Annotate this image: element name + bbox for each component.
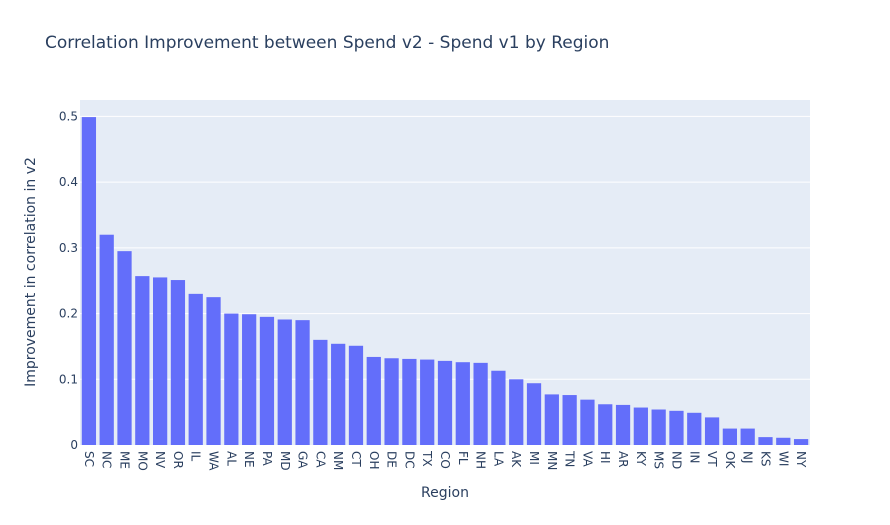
bar-de[interactable] [384, 358, 399, 445]
bar-ny[interactable] [793, 439, 809, 445]
x-tick-label: MN [545, 451, 559, 470]
y-tick-label: 0 [70, 438, 78, 452]
x-tick-label: VT [705, 451, 719, 467]
x-tick-label: NM [331, 451, 345, 470]
x-tick-label: WI [776, 451, 790, 466]
bar-ky[interactable] [633, 407, 648, 445]
x-tick-label: NC [100, 451, 114, 468]
bar-la[interactable] [491, 370, 506, 445]
bar-co[interactable] [437, 360, 453, 445]
bar-ak[interactable] [509, 379, 524, 445]
bar-wa[interactable] [206, 297, 221, 445]
y-tick-label: 0.5 [59, 109, 78, 123]
bar-ar[interactable] [615, 404, 631, 445]
x-tick-label: AR [616, 451, 630, 468]
x-tick-label: CT [349, 451, 363, 467]
x-tick-label: NH [474, 451, 488, 469]
bar-me[interactable] [117, 251, 132, 445]
bar-nh[interactable] [473, 362, 488, 445]
x-tick-label: FL [456, 451, 470, 465]
x-tick-label: GA [296, 451, 310, 469]
y-axis-title: Improvement in correlation in v2 [23, 157, 39, 387]
x-tick-label: NE [242, 451, 256, 468]
bar-ct[interactable] [348, 345, 364, 445]
x-tick-label: KS [758, 451, 772, 467]
x-axis-ticks: SC NC ME MO NV OR IL WA AL NE PA MD GA CA NM CT OH DE DC TX… [82, 450, 808, 471]
x-tick-label: OH [367, 451, 381, 469]
x-tick-label: NY [794, 451, 808, 468]
y-tick-label: 0.3 [59, 241, 78, 255]
x-tick-label: DE [385, 451, 399, 468]
y-tick-label: 0.4 [59, 175, 78, 189]
bar-nj[interactable] [740, 428, 755, 445]
bar-pa[interactable] [259, 316, 275, 445]
y-tick-label: 0.1 [59, 372, 78, 386]
bar-ok[interactable] [722, 428, 737, 445]
x-tick-label: ME [118, 451, 132, 469]
x-tick-label: IN [687, 451, 701, 464]
x-tick-label: NV [153, 451, 167, 469]
y-tick-label: 0.2 [59, 307, 78, 321]
bar-nc[interactable] [99, 234, 114, 445]
y-axis-ticks: 0 0.1 0.2 0.3 0.4 0.5 [59, 109, 78, 452]
x-axis-title: Region [421, 485, 469, 501]
x-tick-label: IL [189, 451, 203, 462]
bar-tx[interactable] [420, 359, 435, 445]
bar-mn[interactable] [544, 394, 559, 445]
x-tick-label: DC [402, 451, 416, 469]
x-tick-label: AL [224, 451, 238, 466]
x-tick-label: PA [260, 451, 274, 466]
x-tick-label: KY [634, 451, 648, 466]
bar-fl[interactable] [455, 362, 470, 445]
x-tick-label: CO [438, 451, 452, 469]
bar-nd[interactable] [669, 410, 684, 445]
x-tick-label: TN [563, 450, 577, 467]
bar-or[interactable] [170, 280, 186, 445]
bar-ga[interactable] [295, 320, 310, 445]
bar-va[interactable] [580, 399, 595, 445]
x-tick-label: TX [420, 450, 434, 467]
bar-ks[interactable] [758, 437, 773, 445]
bar-il[interactable] [188, 293, 203, 445]
bar-vt[interactable] [704, 417, 720, 445]
bar-in[interactable] [687, 412, 702, 445]
chart-title: Correlation Improvement between Spend v2… [45, 33, 610, 53]
x-tick-label: NJ [741, 451, 755, 464]
x-tick-label: MI [527, 451, 541, 465]
bar-tn[interactable] [562, 395, 577, 445]
x-tick-label: OK [723, 451, 737, 469]
bar-ca[interactable] [313, 339, 328, 445]
bar-ms[interactable] [651, 409, 666, 445]
x-tick-label: AK [509, 451, 523, 468]
x-tick-label: SC [82, 451, 96, 467]
x-tick-label: ND [669, 451, 683, 469]
bars [81, 117, 809, 445]
x-tick-label: WA [207, 451, 221, 471]
x-tick-label: VA [580, 451, 594, 467]
x-tick-label: HI [598, 451, 612, 464]
bar-nm[interactable] [331, 343, 346, 445]
x-tick-label: MD [278, 451, 292, 471]
bar-ne[interactable] [242, 314, 257, 445]
bar-nv[interactable] [153, 277, 168, 445]
x-tick-label: OR [171, 451, 185, 469]
bar-mi[interactable] [526, 383, 542, 445]
x-tick-label: CA [313, 451, 327, 468]
bar-wi[interactable] [776, 437, 791, 445]
x-tick-label: MO [135, 451, 149, 471]
bar-sc[interactable] [81, 117, 97, 445]
x-tick-label: MS [652, 451, 666, 469]
bar-oh[interactable] [366, 356, 381, 445]
bar-md[interactable] [277, 319, 292, 445]
x-tick-label: LA [491, 451, 505, 467]
bar-al[interactable] [224, 313, 239, 445]
bar-dc[interactable] [402, 358, 417, 445]
bar-hi[interactable] [598, 404, 613, 445]
bar-mo[interactable] [135, 276, 150, 445]
